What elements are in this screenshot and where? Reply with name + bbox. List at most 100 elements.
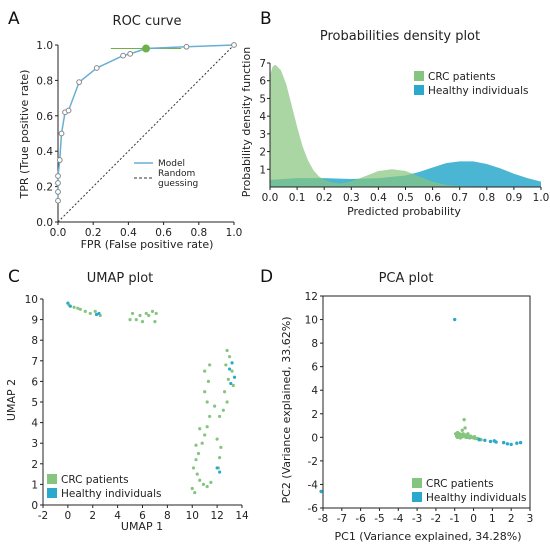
plot-frame xyxy=(322,295,531,509)
roc-point xyxy=(127,50,134,57)
x-tick-label: 0.9 xyxy=(506,192,523,204)
crc-point xyxy=(458,436,463,440)
healthy-point xyxy=(488,439,493,444)
x-tick-label: -2 xyxy=(431,513,441,525)
y-tick-label: 0.8 xyxy=(36,75,53,87)
x-tick-label: 0.2 xyxy=(85,227,102,239)
density-title: Probabilities density plot xyxy=(320,29,480,44)
y-tick-label: 9 xyxy=(31,315,38,327)
y-tick-label: 8 xyxy=(31,335,38,347)
crc-point xyxy=(128,318,132,322)
y-tick-label: 3 xyxy=(259,129,266,141)
x-tick-label: 0.5 xyxy=(397,192,414,204)
y-tick-label: 4 xyxy=(31,418,38,430)
density-ylabel: Probability density function xyxy=(240,47,253,197)
crc-density-area xyxy=(270,64,541,187)
x-tick-label: 1.0 xyxy=(226,227,243,239)
y-tick-label: 5 xyxy=(31,397,38,409)
crc-point xyxy=(200,441,204,445)
crc-density-overlay xyxy=(270,64,541,187)
crc-point xyxy=(150,309,155,313)
crc-point xyxy=(196,451,201,456)
legend-healthy-swatch xyxy=(47,488,57,498)
roc-point xyxy=(55,189,61,195)
x-tick-label: 0 xyxy=(470,513,477,525)
healthy-point xyxy=(505,442,510,446)
random-guessing-line xyxy=(57,44,235,223)
crc-point xyxy=(469,434,473,438)
x-tick-label: 0.1 xyxy=(289,192,306,204)
crc-point xyxy=(231,383,235,388)
x-tick-label: -4 xyxy=(393,513,404,525)
healthy-point xyxy=(518,440,523,445)
roc-point xyxy=(76,79,83,86)
roc-ylabel: TPR (True positive rate) xyxy=(18,70,31,200)
legend-healthy-label: Healthy individuals xyxy=(426,492,526,504)
roc-point xyxy=(55,173,61,179)
healthy-point xyxy=(509,442,513,447)
y-tick-label: -4 xyxy=(308,479,319,491)
crc-point xyxy=(201,482,206,486)
y-tick-label: 6 xyxy=(259,76,266,88)
crc-point xyxy=(83,309,87,313)
x-tick-label: 0.3 xyxy=(343,192,360,204)
y-tick-label: 4 xyxy=(259,111,266,123)
x-tick-label: 10 xyxy=(186,510,199,522)
crc-point xyxy=(205,425,209,429)
x-tick-label: 14 xyxy=(235,510,249,522)
panel-letter-b: B xyxy=(260,9,272,29)
density-plot-area: 0.0 0.1 0.2 0.3 0.4 0.5 0.6 0.7 0.8 0.9 1.0 1 2 3 4 5 6 7… xyxy=(259,58,549,204)
legend-crc-label: CRC patients xyxy=(428,71,496,83)
roc-point xyxy=(231,42,237,48)
crc-point xyxy=(88,311,92,316)
panel-letter-a: A xyxy=(8,9,20,29)
legend-random-label: guessing xyxy=(158,179,198,189)
x-tick-label: 0.4 xyxy=(120,227,137,239)
x-tick-label: 4 xyxy=(114,510,121,522)
crc-point xyxy=(140,320,145,324)
y-tick-label: 2 xyxy=(259,147,266,159)
crc-point xyxy=(472,435,477,439)
umap-ylabel: UMAP 2 xyxy=(5,379,18,421)
x-tick-label: 12 xyxy=(210,510,223,522)
crc-point xyxy=(191,466,196,470)
legend-model-label: Model xyxy=(158,159,185,169)
crc-point xyxy=(225,400,229,404)
crc-point xyxy=(198,478,202,482)
legend-crc-swatch xyxy=(47,474,57,484)
x-tick-label: -6 xyxy=(355,513,366,525)
crc-point xyxy=(144,311,148,316)
crc-point xyxy=(194,443,198,447)
y-tick-label: 6 xyxy=(31,376,38,388)
crc-point xyxy=(219,445,223,449)
crc-point xyxy=(224,363,228,367)
x-tick-label: 0.4 xyxy=(370,192,387,204)
x-tick-label: 1 xyxy=(489,513,496,525)
panel-d: D PCA plot -8 -7 -6 -5 -4 -3 -2 -1 0 1 2 3-6-4-2024… xyxy=(260,267,533,543)
y-tick-label: -2 xyxy=(308,456,318,468)
crc-point xyxy=(138,313,142,318)
x-tick-label: 0.0 xyxy=(50,227,67,239)
healthy-point xyxy=(227,367,232,371)
roc-xlabel: FPR (False positive rate) xyxy=(81,238,214,251)
roc-point xyxy=(55,197,61,204)
healthy-point xyxy=(483,438,487,442)
x-tick-label: 3 xyxy=(527,513,534,525)
x-tick-label: 6 xyxy=(139,510,146,522)
density-xlabel: Predicted probability xyxy=(347,205,461,218)
crc-point xyxy=(206,379,211,383)
crc-point xyxy=(76,306,80,310)
x-tick-label: 2 xyxy=(508,513,515,525)
y-tick-label: 7 xyxy=(31,356,38,368)
crc-point xyxy=(215,437,219,441)
crc-point xyxy=(193,491,197,495)
healthy-point xyxy=(97,311,101,316)
y-tick-label: -6 xyxy=(308,503,319,515)
crc-point xyxy=(205,400,209,404)
x-tick-label: -8 xyxy=(318,513,328,525)
y-tick-label: 2 xyxy=(311,409,318,421)
crc-point xyxy=(463,426,467,430)
crc-point xyxy=(209,480,213,484)
